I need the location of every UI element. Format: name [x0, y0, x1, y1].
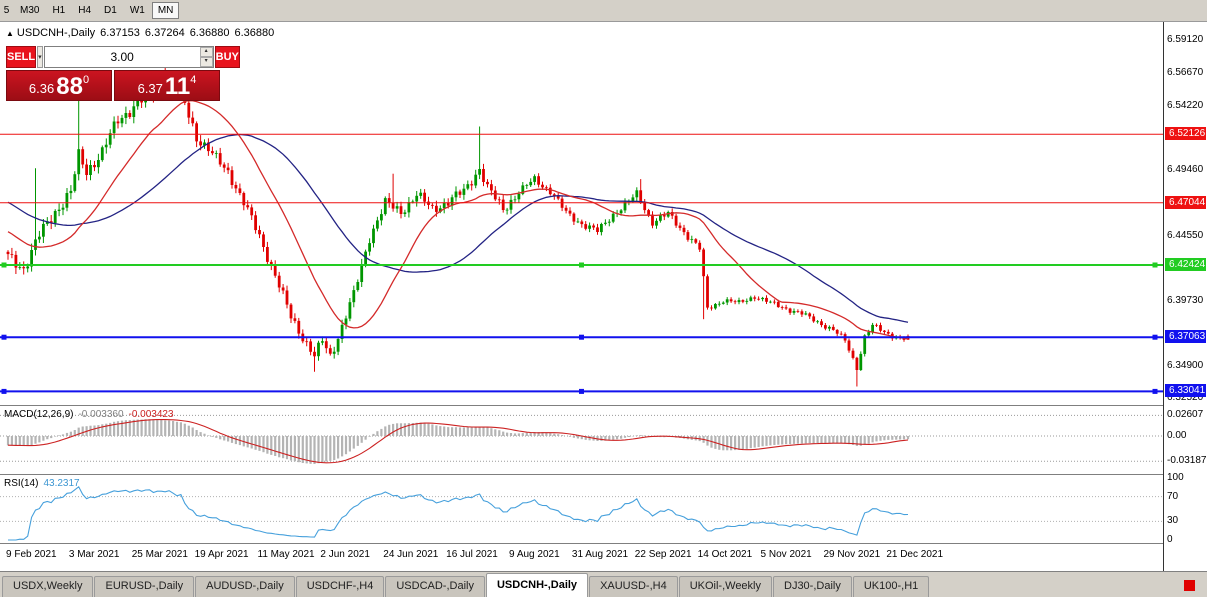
- chart-tab-dj30-daily[interactable]: DJ30-,Daily: [773, 576, 852, 597]
- trade-panel-controls: SELL ▾ ▴ ▾ BUY: [6, 46, 240, 68]
- chart-tab-bar: USDX,Weekly EURUSD-,Daily AUDUSD-,Daily USD…: [0, 571, 1207, 597]
- volume-increase-button[interactable]: ▴: [199, 47, 213, 57]
- price-axis[interactable]: 6.59120 6.56670 6.54220 6.49460 6.44550 6.397…: [1163, 22, 1207, 571]
- ohlc-open: 6.37153: [100, 27, 140, 39]
- price-axis-tick: 6.39730: [1167, 295, 1204, 307]
- rsi-header: RSI(14) 43.2317: [4, 478, 80, 489]
- buy-price-point: 4: [190, 74, 197, 86]
- price-axis-tick: 6.54220: [1167, 100, 1204, 112]
- price-axis-tick: 6.32520: [1167, 392, 1204, 404]
- time-axis-label: 2 Jun 2021: [320, 549, 370, 560]
- ohlc-high: 6.37264: [144, 27, 185, 39]
- time-axis-label: 14 Oct 2021: [697, 549, 753, 560]
- macd-pane-svg[interactable]: [0, 406, 1163, 474]
- timeframe-button-mn[interactable]: MN: [151, 2, 180, 19]
- time-axis-label: 9 Aug 2021: [509, 549, 560, 560]
- chart-symbol-label: USDCNH-,Daily: [16, 27, 96, 39]
- trade-panel-prices: 6.36 88 0 6.37 11 4: [6, 70, 220, 101]
- price-chart-svg[interactable]: [0, 22, 1163, 405]
- macd-axis-tick: 0.00: [1167, 430, 1187, 442]
- time-axis-label: 24 Jun 2021: [383, 549, 439, 560]
- price-axis-tick: 6.59120: [1167, 34, 1204, 46]
- time-axis-label: 9 Feb 2021: [6, 549, 57, 560]
- chart-tab-xauusd-h4[interactable]: XAUUSD-,H4: [589, 576, 678, 597]
- sell-button[interactable]: SELL: [6, 46, 37, 68]
- chart-tab-uk100-h1[interactable]: UK100-,H1: [852, 576, 930, 597]
- chart-area[interactable]: ▲ USDCNH-,Daily 6.37153 6.37264 6.36880 6.368…: [0, 22, 1207, 571]
- time-axis-label: 21 Dec 2021: [886, 549, 944, 560]
- buy-price-display[interactable]: 6.37 11 4: [114, 70, 220, 101]
- direction-arrow-icon: ▲: [6, 29, 14, 38]
- time-axis-label: 11 May 2021: [257, 549, 315, 560]
- price-level-badge[interactable]: 6.37063: [1165, 330, 1206, 344]
- chart-tab-usdx-weekly[interactable]: USDX,Weekly: [2, 576, 94, 597]
- timeframe-toolbar: 5 M30 H1 H4 D1 W1 MN: [0, 0, 1207, 22]
- chart-tab-usdchf-h4[interactable]: USDCHF-,H4: [295, 576, 385, 597]
- time-axis[interactable]: 9 Feb 2021 3 Mar 2021 25 Mar 2021 19 Apr 20…: [0, 544, 1163, 571]
- rsi-axis-tick: 100: [1167, 472, 1184, 483]
- pane-separator[interactable]: [0, 474, 1207, 475]
- sell-price-big-figure: 6.36: [28, 81, 55, 96]
- timeframe-button-d1[interactable]: D1: [98, 2, 123, 19]
- alert-indicator: [1184, 580, 1195, 591]
- ohlc-close: 6.36880: [234, 27, 275, 39]
- chevron-down-icon: ▾: [38, 54, 42, 61]
- timeframe-button-5[interactable]: 5: [0, 2, 13, 19]
- time-axis-label: 25 Mar 2021: [131, 549, 188, 560]
- time-axis-label: 29 Nov 2021: [823, 549, 881, 560]
- chart-tab-usdcnh-daily[interactable]: USDCNH-,Daily: [485, 573, 589, 597]
- chart-tab-usdcad-daily[interactable]: USDCAD-,Daily: [385, 576, 485, 597]
- time-axis-label: 5 Nov 2021: [760, 549, 812, 560]
- rsi-value: 43.2317: [43, 478, 80, 489]
- volume-dropdown-button[interactable]: ▾: [37, 46, 43, 68]
- sell-price-pips: 88: [56, 73, 83, 100]
- rsi-axis-tick: 30: [1167, 515, 1179, 527]
- pane-separator[interactable]: [0, 405, 1207, 406]
- macd-header: MACD(12,26,9) -0.003360 -0.003423: [4, 409, 174, 420]
- macd-title: MACD(12,26,9): [4, 409, 74, 420]
- timeframe-button-h4[interactable]: H4: [72, 2, 97, 19]
- rsi-pane-svg[interactable]: [0, 475, 1163, 543]
- price-level-badge[interactable]: 6.47044: [1165, 195, 1206, 209]
- sell-price-point: 0: [82, 74, 90, 86]
- time-axis-label: 3 Mar 2021: [68, 549, 120, 560]
- buy-price-pips: 11: [164, 73, 191, 100]
- volume-field: ▴ ▾: [43, 46, 214, 68]
- macd-signal-value: -0.003423: [128, 409, 174, 420]
- sell-price-display[interactable]: 6.36 88 0: [6, 70, 112, 101]
- macd-axis-tick: -0.03187: [1167, 455, 1207, 467]
- buy-price-big-figure: 6.37: [137, 81, 163, 96]
- buy-button[interactable]: BUY: [214, 46, 240, 68]
- price-level-badge[interactable]: 6.52126: [1165, 127, 1206, 141]
- price-level-badge[interactable]: 6.33041: [1165, 384, 1206, 398]
- rsi-axis-tick: 70: [1167, 490, 1179, 502]
- chart-header: ▲ USDCNH-,Daily 6.37153 6.37264 6.36880 6.368…: [6, 27, 279, 39]
- macd-axis-tick: 0.02607: [1167, 409, 1204, 421]
- time-axis-label: 16 Jul 2021: [446, 549, 498, 560]
- price-level-badge[interactable]: 6.42424: [1165, 257, 1206, 271]
- time-axis-label: 19 Apr 2021: [194, 549, 249, 560]
- macd-main-value: -0.003360: [78, 409, 124, 420]
- timeframe-button-m30[interactable]: M30: [14, 2, 45, 19]
- rsi-axis-tick: 0: [1167, 534, 1173, 545]
- price-axis-tick: 6.44550: [1167, 230, 1204, 242]
- rsi-title: RSI(14): [4, 478, 39, 489]
- price-axis-tick: 6.34900: [1167, 360, 1204, 372]
- volume-input[interactable]: [44, 47, 200, 67]
- volume-stepper: ▴ ▾: [199, 47, 213, 67]
- time-axis-label: 22 Sep 2021: [634, 549, 692, 560]
- chart-tab-eurusd-daily[interactable]: EURUSD-,Daily: [94, 576, 195, 597]
- timeframe-button-h1[interactable]: H1: [46, 2, 71, 19]
- pane-separator: [0, 543, 1207, 544]
- chart-tab-ukoil-weekly[interactable]: UKOil-,Weekly: [678, 576, 772, 597]
- volume-decrease-button[interactable]: ▾: [199, 57, 213, 67]
- time-axis-label: 31 Aug 2021: [571, 549, 629, 560]
- ohlc-low: 6.36880: [189, 27, 230, 39]
- price-axis-tick: 6.56670: [1167, 67, 1204, 79]
- chart-tab-audusd-daily[interactable]: AUDUSD-,Daily: [195, 576, 295, 597]
- timeframe-button-w1[interactable]: W1: [124, 2, 151, 19]
- price-axis-tick: 6.49460: [1167, 164, 1204, 176]
